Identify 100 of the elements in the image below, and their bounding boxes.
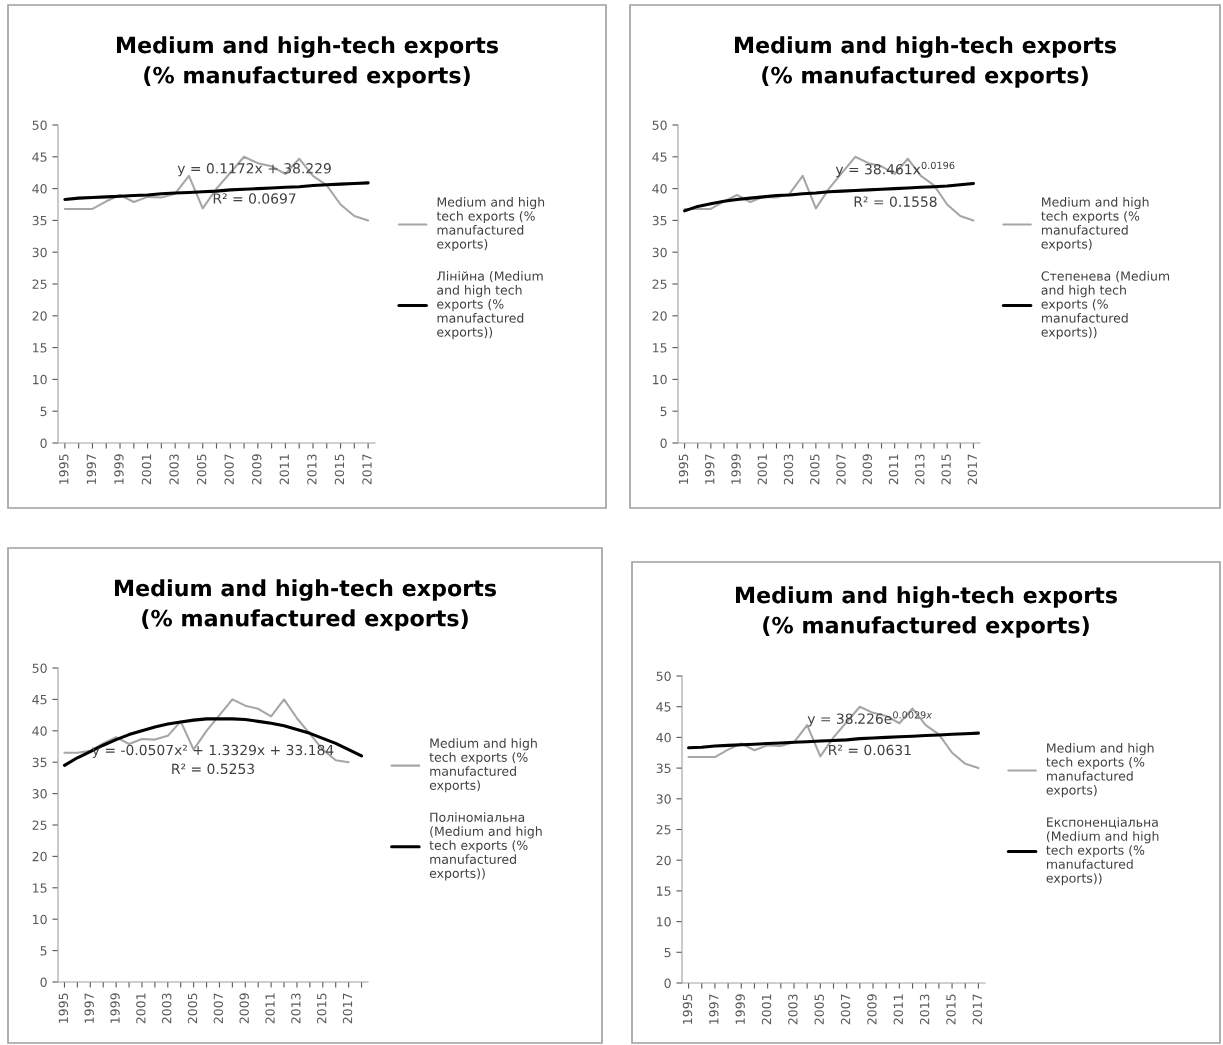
y-tick-label: 50 [652, 120, 667, 130]
y-tick-label: 45 [656, 702, 671, 712]
x-tick-label: 1995 [59, 454, 69, 484]
x-tick-label: 2011 [893, 994, 903, 1025]
y-tick-label: 5 [660, 406, 667, 417]
x-tick-label: 2009 [867, 994, 877, 1025]
y-tick-label: 10 [653, 374, 667, 385]
x-tick-label: 2009 [239, 993, 249, 1024]
y-tick-label: 30 [32, 247, 47, 258]
y-tick-label: 15 [657, 886, 671, 896]
x-tick-label: 2013 [291, 993, 301, 1024]
y-tick-label: 0 [40, 438, 47, 448]
x-tick-label: 2011 [265, 993, 275, 1024]
x-tick-label: 2005 [810, 454, 820, 485]
y-tick-label: 40 [656, 732, 671, 743]
y-tick-label: 20 [652, 311, 667, 321]
x-tick-label: 1999 [735, 994, 745, 1024]
y-tick-label: 50 [656, 671, 671, 681]
x-tick-label: 2017 [967, 454, 978, 485]
x-tick-label: 2005 [187, 993, 198, 1024]
x-tick-label: 2017 [362, 454, 372, 485]
chart-title: Medium and high-tech exports (% manufactured exports) [736, 586, 1117, 638]
y-tick-label: 45 [32, 695, 47, 705]
x-tick-label: 2001 [136, 993, 146, 1024]
line-series [63, 155, 370, 222]
legend-label: Лінійна (Medium and high tech exports (% manufactured exports)) [436, 271, 543, 340]
annotation: R² = 0.0697 [213, 193, 296, 204]
y-tick-label: 35 [32, 757, 47, 768]
x-tick-label: 1995 [682, 994, 693, 1024]
x-tick-label: 1995 [678, 454, 689, 484]
x-tick-label: 2015 [316, 993, 327, 1024]
line-series [687, 705, 980, 770]
y-tick-label: 30 [656, 794, 671, 804]
legend-label: Поліноміальна (Medium and high tech exports (% manufactured exports)) [429, 812, 542, 881]
y-tick-label: 20 [32, 851, 47, 862]
annotation: R² = 0.1558 [854, 196, 937, 207]
y-tick-label: 35 [652, 215, 667, 226]
annotation: y = 38.226e$^{0.0029x}$ [807, 711, 933, 727]
x-tick-label: 2011 [279, 454, 290, 485]
chart-title: Medium and high-tech exports (% manufactured exports) [115, 579, 496, 631]
legend-label: Medium and high tech exports (% manufactured exports) [429, 738, 537, 793]
y-tick-label: 0 [664, 978, 671, 988]
x-tick-label: 1997 [709, 994, 719, 1024]
line-series [683, 181, 975, 213]
y-tick-label: 35 [656, 763, 671, 774]
x-tick-label: 1999 [731, 454, 741, 484]
x-tick-label: 1997 [84, 993, 94, 1023]
x-tick-label: 2013 [919, 994, 930, 1025]
x-tick-label: 2007 [213, 993, 224, 1024]
x-tick-label: 2015 [946, 994, 956, 1025]
x-tick-label: 2005 [814, 994, 824, 1025]
legend-label: Експоненціальна (Medium and high tech exports (% manufactured exports)) [1046, 817, 1159, 886]
x-tick-label: 2013 [915, 454, 925, 485]
x-tick-label: 2001 [141, 454, 152, 485]
legend-label: Medium and high tech exports (% manufactured exports) [1046, 743, 1154, 798]
y-tick-label: 25 [652, 279, 667, 289]
y-tick-label: 20 [32, 311, 47, 321]
y-tick-label: 5 [40, 946, 47, 956]
y-tick-label: 10 [657, 917, 671, 927]
annotation: R² = 0.0631 [829, 744, 911, 756]
y-tick-label: 30 [652, 247, 667, 258]
x-tick-label: 2003 [161, 993, 172, 1024]
x-tick-label: 2003 [788, 994, 798, 1025]
x-tick-label: 2011 [888, 454, 899, 485]
y-tick-label: 40 [652, 184, 667, 194]
y-tick-label: 10 [33, 914, 47, 925]
y-tick-label: 35 [32, 215, 47, 226]
x-tick-label: 2007 [840, 994, 851, 1025]
x-tick-label: 1997 [705, 454, 715, 484]
x-tick-label: 2001 [757, 454, 767, 485]
y-tick-label: 5 [664, 947, 671, 958]
annotation: y = 38.461x$^{0.0196}$ [835, 161, 955, 178]
x-tick-label: 1999 [110, 993, 120, 1023]
x-tick-label: 2017 [342, 993, 353, 1024]
legend-label: Medium and high tech exports (% manufactured exports) [436, 197, 545, 252]
y-tick-label: 50 [32, 663, 47, 673]
y-tick-label: 15 [33, 343, 47, 353]
line-series [63, 698, 350, 764]
y-tick-label: 45 [32, 152, 47, 162]
x-tick-label: 2015 [941, 454, 951, 485]
y-tick-label: 40 [32, 726, 47, 736]
x-tick-label: 2003 [783, 454, 794, 485]
x-tick-label: 2001 [761, 994, 772, 1025]
x-tick-label: 1995 [58, 993, 69, 1023]
chart-title: Medium and high-tech exports (% manufactured exports) [735, 36, 1116, 88]
x-tick-label: 2007 [836, 454, 846, 485]
x-tick-label: 2017 [972, 994, 983, 1025]
y-tick-label: 0 [40, 977, 47, 987]
y-tick-label: 20 [656, 855, 671, 866]
x-tick-label: 1997 [86, 454, 97, 484]
x-tick-label: 2009 [252, 454, 262, 485]
y-tick-label: 0 [660, 438, 667, 448]
legend-label: Степенева (Medium and high tech exports (% manufactured exports)) [1041, 271, 1170, 340]
legend-label: Medium and high tech exports (% manufactured exports) [1041, 197, 1149, 252]
x-tick-label: 1999 [114, 454, 124, 484]
x-tick-label: 2003 [169, 454, 179, 485]
y-tick-label: 15 [653, 343, 667, 353]
y-tick-label: 25 [656, 824, 671, 835]
y-tick-label: 25 [32, 279, 47, 289]
line-series [683, 155, 975, 222]
